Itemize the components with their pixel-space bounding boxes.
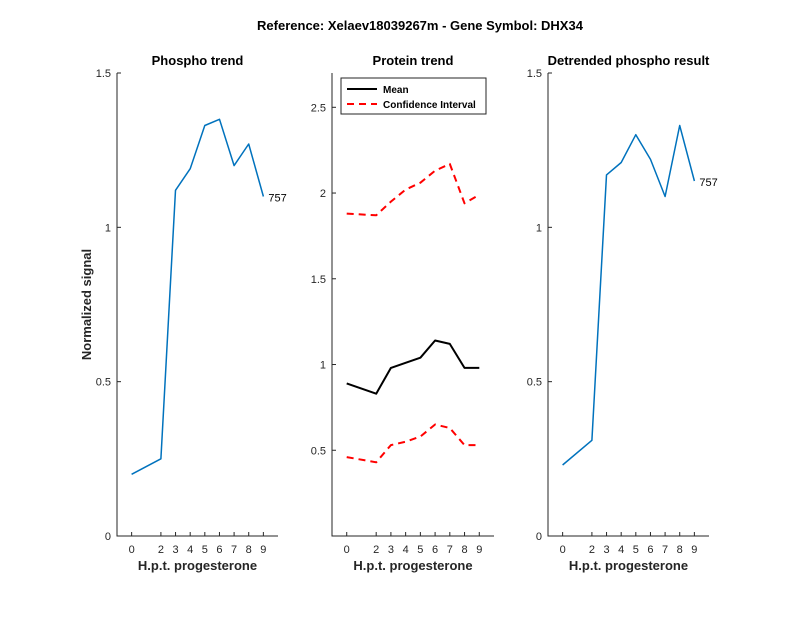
x-tick-label: 4 <box>403 544 409 556</box>
x-tick-label: 3 <box>172 544 178 556</box>
legend-box <box>340 77 487 115</box>
x-axis-label: H.p.t. progesterone <box>569 558 688 573</box>
x-axis-label: H.p.t. progesterone <box>138 558 257 573</box>
x-tick-label: 9 <box>691 544 697 556</box>
end-value-label: 757 <box>699 177 717 189</box>
x-tick-label: 7 <box>447 544 453 556</box>
x-tick-label: 6 <box>432 544 438 556</box>
end-value-label: 757 <box>268 192 286 204</box>
x-tick-label: 9 <box>476 544 482 556</box>
panel-title: Phospho trend <box>152 53 244 68</box>
y-tick-label: 1 <box>105 222 111 234</box>
series-line-1 <box>562 124 696 466</box>
y-tick-label: 1.5 <box>311 274 326 286</box>
panel-title: Protein trend <box>373 53 454 68</box>
panel-1: Phospho trend 0 0.5 1 1.5 0 2 3 4 5 6 7 8 9H.p.t. pro… <box>79 53 287 573</box>
x-tick-label: 4 <box>618 544 624 556</box>
legend-label: Confidence Interval <box>383 100 476 111</box>
x-tick-label: 6 <box>216 544 222 556</box>
x-tick-label: 8 <box>677 544 683 556</box>
y-tick-label: 0 <box>536 531 542 543</box>
series-line-1 <box>131 118 265 475</box>
legend: Mean Confidence Interval <box>340 77 487 115</box>
panel-title: Detrended phospho result <box>548 53 710 68</box>
y-tick-label: 2.5 <box>311 102 326 114</box>
y-tick-label: 0 <box>105 531 111 543</box>
x-tick-label: 3 <box>388 544 394 556</box>
y-tick-label: 1.5 <box>96 68 111 80</box>
x-tick-label: 7 <box>231 544 237 556</box>
series-line-2 <box>346 162 480 217</box>
x-tick-label: 2 <box>158 544 164 556</box>
y-tick-label: 2 <box>320 188 326 200</box>
axes-lines <box>116 73 278 537</box>
y-tick-label: 1 <box>320 360 326 372</box>
x-tick-label: 2 <box>589 544 595 556</box>
x-tick-label: 0 <box>129 544 135 556</box>
series-line-3 <box>346 423 480 464</box>
y-axis-label: Normalized signal <box>79 249 94 360</box>
panel-3: Detrended phospho result 0 0.5 1 1.5 0 2 3 4 5 6 7 8… <box>527 53 718 573</box>
x-tick-label: 8 <box>246 544 252 556</box>
y-tick-label: 0.5 <box>96 377 111 389</box>
y-tick-label: 0.5 <box>527 377 542 389</box>
x-tick-label: 4 <box>187 544 193 556</box>
x-tick-label: 8 <box>461 544 467 556</box>
y-tick-label: 0.5 <box>311 445 326 457</box>
x-tick-label: 5 <box>417 544 423 556</box>
x-tick-label: 2 <box>373 544 379 556</box>
figure-title: Reference: Xelaev18039267m - Gene Symbol… <box>257 18 584 33</box>
x-tick-label: 0 <box>560 544 566 556</box>
x-axis-label: H.p.t. progesterone <box>353 558 472 573</box>
series-line-1 <box>346 339 480 395</box>
x-tick-label: 9 <box>260 544 266 556</box>
legend-label: Mean <box>383 85 409 96</box>
axes-lines <box>331 73 494 537</box>
x-tick-label: 3 <box>603 544 609 556</box>
x-tick-label: 5 <box>202 544 208 556</box>
x-tick-label: 6 <box>647 544 653 556</box>
x-tick-label: 7 <box>662 544 668 556</box>
x-tick-label: 5 <box>633 544 639 556</box>
y-tick-label: 1.5 <box>527 68 542 80</box>
x-tick-label: 0 <box>344 544 350 556</box>
y-tick-label: 1 <box>536 222 542 234</box>
